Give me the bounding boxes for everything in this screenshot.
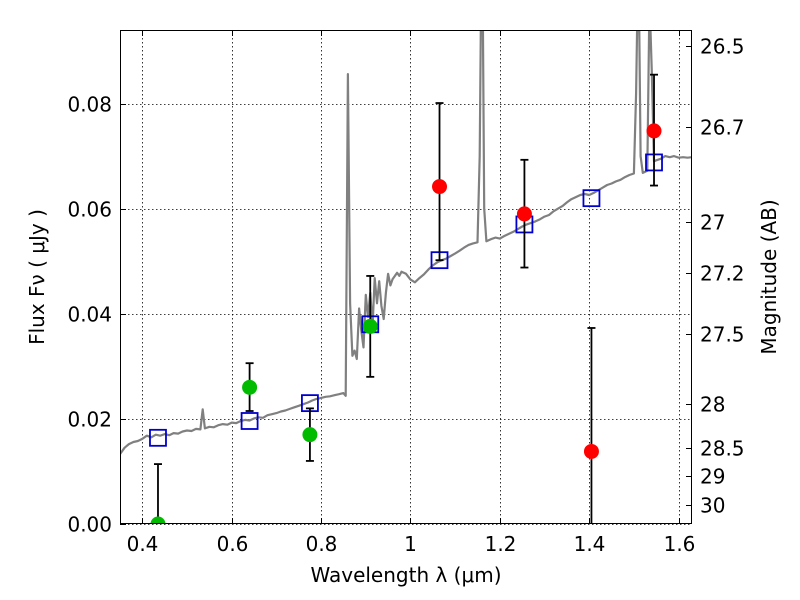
x-axis-label: Wavelength λ (μm) xyxy=(310,563,501,587)
red-data-point xyxy=(432,179,448,195)
mag-tick-label: 30 xyxy=(700,494,725,518)
y-tick-label: 0.00 xyxy=(67,513,112,537)
green-data-point xyxy=(362,318,378,334)
mag-tick-label: 28 xyxy=(700,393,725,417)
mag-tick-label: 28.5 xyxy=(700,437,745,461)
mag-tick-label: 26.7 xyxy=(700,116,745,140)
y-axis-label: Flux Fν ( μJy ) xyxy=(25,209,49,345)
y2-axis-label: Magnitude (AB) xyxy=(757,199,781,354)
green-data-point xyxy=(150,516,166,524)
spectrum-line xyxy=(120,30,692,455)
x-tick-label: 0.8 xyxy=(306,532,338,556)
x-tick-label: 1 xyxy=(404,532,417,556)
y-tick-label: 0.02 xyxy=(67,408,112,432)
x-tick-label: 1.6 xyxy=(664,532,696,556)
x-tick-label: 0.4 xyxy=(127,532,159,556)
plot-frame xyxy=(120,30,692,524)
y-tick-label: 0.04 xyxy=(67,303,112,327)
axes: 0.4 0.6 0.8 1 1.2 1.4 1.6 0.00 0.02 0.04 0.06 0.08 2… xyxy=(67,30,745,556)
x-tick-label: 1.2 xyxy=(485,532,517,556)
mag-tick-label: 29 xyxy=(700,465,725,489)
green-data-point xyxy=(242,379,258,395)
grid xyxy=(120,30,692,525)
red-data-point xyxy=(583,443,599,459)
green-data-point xyxy=(302,427,318,443)
mag-tick-label: 26.5 xyxy=(700,35,745,59)
plot-data xyxy=(120,30,692,524)
mag-tick-label: 27.5 xyxy=(700,323,745,347)
y-tick-label: 0.08 xyxy=(67,93,112,117)
red-data-point xyxy=(646,123,662,139)
x-tick-label: 0.6 xyxy=(217,532,249,556)
model-square-marker xyxy=(582,189,601,208)
mag-tick-label: 27.2 xyxy=(700,262,745,286)
model-square-marker xyxy=(149,428,167,447)
x-tick-label: 1.4 xyxy=(574,532,606,556)
y-tick-label: 0.06 xyxy=(67,198,112,222)
red-data-point xyxy=(516,206,532,222)
model-square-marker xyxy=(240,412,259,430)
mag-tick-label: 27 xyxy=(700,211,725,235)
